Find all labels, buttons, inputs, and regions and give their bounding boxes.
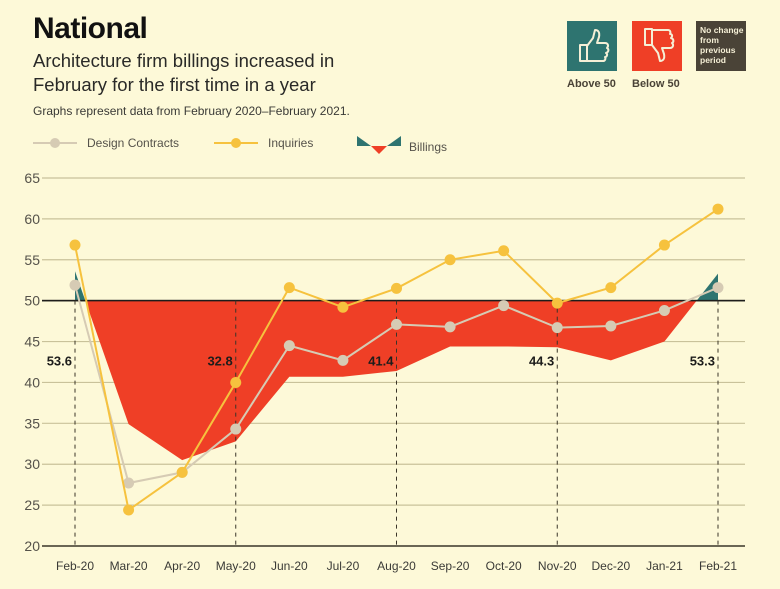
y-tick-label: 55 [24, 252, 40, 268]
x-tick-label: Jul-20 [327, 559, 360, 573]
legend-line-icon [214, 138, 258, 148]
billings-area-above [696, 273, 718, 301]
y-tick-label: 35 [24, 415, 40, 431]
inquiries-point [283, 282, 295, 294]
key-no-change-line: No change [700, 25, 744, 35]
x-tick-label: Oct-20 [486, 559, 522, 573]
x-tick-label: Aug-20 [377, 559, 416, 573]
inquiries-point [605, 282, 617, 294]
annotation-label: 41.4 [368, 353, 394, 368]
chart-subtitle: Architecture firm billings increased in … [33, 50, 335, 95]
inquiries-point [444, 254, 456, 266]
design-contracts-point [337, 354, 349, 366]
key-no-change-line: from [700, 35, 719, 45]
design-contracts-point [498, 300, 510, 312]
chart-note: Graphs represent data from February 2020… [33, 104, 350, 118]
key-below-50 [632, 21, 682, 71]
design-contracts-point [551, 322, 563, 334]
legend-label: Inquiries [268, 136, 314, 150]
design-contracts-point [605, 320, 617, 332]
x-tick-label: Mar-20 [110, 559, 148, 573]
x-tick-label: Jan-21 [646, 559, 683, 573]
key-no-change: No change from previous period [696, 21, 746, 71]
inquiries-point [391, 282, 402, 294]
thumbs-down-icon [644, 28, 675, 62]
design-contracts-point [230, 423, 242, 435]
y-tick-label: 20 [24, 538, 40, 554]
inquiries-point [551, 297, 563, 309]
y-tick-label: 40 [24, 374, 40, 390]
legend-line-icon [33, 138, 77, 148]
key-above-label: Above 50 [567, 78, 616, 90]
billings-area-icon [357, 136, 401, 154]
legend-inquiries: Inquiries [214, 136, 313, 150]
legend-label: Design Contracts [87, 136, 180, 150]
x-tick-label: Apr-20 [164, 559, 200, 573]
thumbs-up-icon [579, 29, 610, 62]
design-contracts-point [283, 340, 295, 352]
annotation-label: 53.6 [47, 353, 72, 368]
design-contracts-point [391, 318, 402, 330]
inquiries-point [69, 239, 81, 251]
y-tick-label: 25 [24, 497, 40, 513]
inquiries-point [176, 466, 188, 478]
design-contracts-point [444, 321, 456, 333]
inquiries-point [658, 239, 670, 251]
y-tick-label: 60 [24, 211, 40, 227]
annotation-label: 53.3 [690, 353, 715, 368]
inquiries-point [498, 245, 510, 257]
x-tick-label: Feb-21 [699, 559, 737, 573]
x-tick-label: Jun-20 [271, 559, 308, 573]
y-tick-label: 45 [24, 334, 40, 350]
design-contracts-point [658, 304, 670, 316]
key-below-label: Below 50 [632, 78, 680, 90]
y-tick-label: 65 [24, 170, 40, 186]
x-tick-label: Dec-20 [591, 559, 630, 573]
legend-design-contracts: Design Contracts [33, 136, 179, 150]
inquiries-point [337, 301, 349, 313]
billings-area-below [85, 300, 697, 461]
x-tick-label: Nov-20 [538, 559, 577, 573]
key-no-change-line: period [700, 55, 726, 65]
legend-dot-icon [50, 138, 60, 148]
x-tick-label: May-20 [216, 559, 256, 573]
key-no-change-line: previous [700, 45, 736, 55]
x-tick-label: Sep-20 [431, 559, 470, 573]
design-contracts-point [123, 477, 135, 489]
legend-dot-icon [231, 138, 241, 148]
key-above-50 [567, 21, 617, 71]
design-contracts-point [69, 279, 81, 291]
inquiries-point [712, 203, 724, 215]
legend-billings: Billings [357, 134, 447, 160]
x-tick-label: Feb-20 [56, 559, 94, 573]
y-tick-label: 30 [24, 456, 40, 472]
annotation-label: 44.3 [529, 353, 554, 368]
design-contracts-point [712, 282, 724, 294]
y-tick-label: 50 [24, 293, 40, 309]
annotation-label: 32.8 [207, 353, 232, 368]
inquiries-point [123, 504, 135, 516]
chart-title: National [33, 12, 148, 45]
inquiries-point [230, 376, 242, 388]
legend-label: Billings [409, 140, 448, 154]
